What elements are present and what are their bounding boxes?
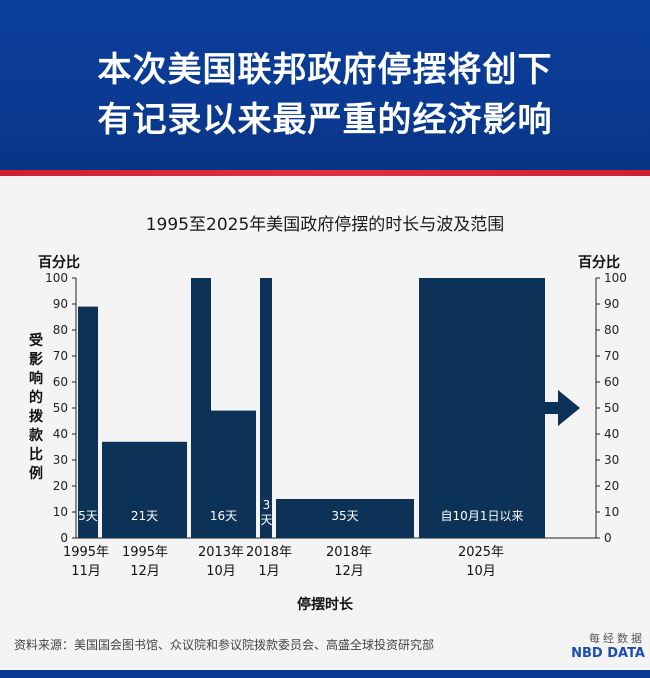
bar-segment bbox=[78, 306, 98, 538]
y-tick-label-right: 30 bbox=[604, 453, 619, 467]
x-tick-label-month: 10月 bbox=[466, 564, 496, 579]
bar-segment bbox=[191, 278, 211, 538]
x-tick-label-year: 2018年 bbox=[246, 545, 292, 560]
y-tick-label-left: 0 bbox=[60, 531, 68, 545]
y-tick-label-right: 60 bbox=[604, 375, 619, 389]
duration-label: 21天 bbox=[131, 509, 158, 523]
bar-segment bbox=[419, 278, 545, 538]
ongoing-arrow-icon bbox=[558, 390, 580, 426]
y-tick-label-right: 80 bbox=[604, 323, 619, 337]
x-tick-label-month: 11月 bbox=[71, 564, 101, 579]
x-tick-label-month: 12月 bbox=[334, 564, 364, 579]
bar-segment bbox=[276, 499, 414, 538]
y-tick-label-right: 0 bbox=[604, 531, 612, 545]
y-tick-label-left: 50 bbox=[53, 401, 68, 415]
duration-label: 5天 bbox=[78, 509, 98, 523]
logo-en: NBD DATA bbox=[571, 646, 645, 661]
duration-label: 35天 bbox=[331, 509, 358, 523]
y-tick-label-right: 100 bbox=[604, 271, 627, 285]
header-divider bbox=[0, 170, 650, 176]
y-tick-label-left: 80 bbox=[53, 323, 68, 337]
x-tick-label-year: 1995年 bbox=[122, 545, 168, 560]
logo-cn: 每经数据 bbox=[589, 632, 645, 645]
y-tick-label-right: 50 bbox=[604, 401, 619, 415]
header-banner: 本次美国联邦政府停摆将创下 有记录以来最严重的经济影响 bbox=[0, 0, 650, 170]
bar-segment bbox=[102, 441, 187, 538]
bar-segment bbox=[260, 278, 272, 538]
y-tick-label-left: 90 bbox=[53, 297, 68, 311]
y-tick-label-right: 90 bbox=[604, 297, 619, 311]
x-tick-label-year: 2013年 bbox=[198, 545, 244, 560]
headline-line-2: 有记录以来最严重的经济影响 bbox=[97, 100, 553, 140]
y-tick-label-right: 10 bbox=[604, 505, 619, 519]
y-tick-label-left: 60 bbox=[53, 375, 68, 389]
y-tick-label-left: 100 bbox=[45, 271, 68, 285]
y-tick-label-right: 70 bbox=[604, 349, 619, 363]
y-axis-title-right: 百分比 bbox=[578, 255, 620, 271]
y-tick-label-left: 20 bbox=[53, 479, 68, 493]
y-axis-title-left: 百分比 bbox=[38, 255, 80, 271]
chart-title: 1995至2025年美国政府停摆的时长与波及范围 bbox=[145, 215, 505, 235]
x-tick-label-year: 2025年 bbox=[458, 545, 504, 560]
y-axis-label-vertical: 受影响的拨款比例 bbox=[29, 333, 43, 482]
ongoing-arrow-shaft bbox=[545, 402, 560, 414]
x-tick-label-year: 2018年 bbox=[326, 545, 372, 560]
source-note: 资料来源：美国国会图书馆、众议院和参议院拨款委员会、高盛全球投资研究部 bbox=[14, 638, 435, 652]
x-tick-label-month: 10月 bbox=[206, 564, 236, 579]
y-tick-label-right: 40 bbox=[604, 427, 619, 441]
x-tick-label-month: 12月 bbox=[130, 564, 160, 579]
x-tick-label-month: 1月 bbox=[258, 564, 279, 579]
y-tick-label-left: 30 bbox=[53, 453, 68, 467]
bar-segment bbox=[211, 410, 256, 538]
duration-label: 16天 bbox=[210, 509, 237, 523]
nbd-logo: 每经数据 NBD DATA bbox=[560, 630, 645, 661]
y-tick-label-right: 20 bbox=[604, 479, 619, 493]
x-tick-label-year: 1995年 bbox=[63, 545, 109, 560]
footer-stripe bbox=[0, 670, 650, 678]
y-tick-label-left: 70 bbox=[53, 349, 68, 363]
x-axis-title: 停摆时长 bbox=[297, 597, 353, 613]
headline-line-1: 本次美国联邦政府停摆将创下 bbox=[97, 50, 553, 90]
y-tick-label-left: 40 bbox=[53, 427, 68, 441]
y-tick-label-left: 10 bbox=[53, 505, 68, 519]
duration-label: 自10月1日以来 bbox=[441, 509, 524, 523]
